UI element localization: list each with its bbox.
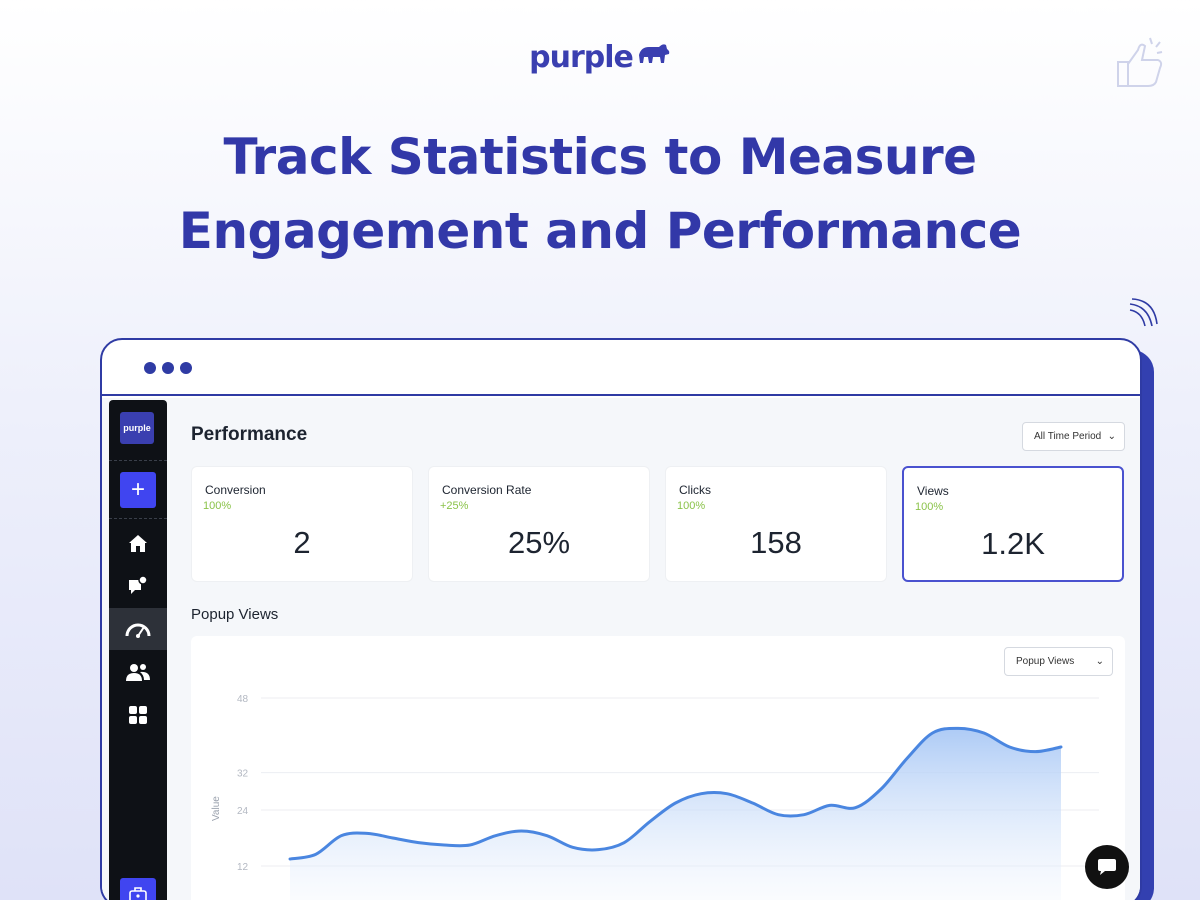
sidebar-item-analytics[interactable] — [109, 608, 167, 650]
stat-label: Conversion — [205, 483, 266, 497]
popup-views-chart: Value 48 32 24 12 — [211, 694, 1099, 900]
metric-select[interactable]: Popup Views ⌄ — [1004, 647, 1113, 676]
grid-icon — [129, 706, 147, 724]
y-tick-label: 24 — [237, 806, 249, 817]
logo-text: purple — [529, 40, 634, 75]
dashboard-gauge-icon — [125, 623, 151, 638]
signal-waves-icon — [1126, 296, 1160, 335]
area-fill — [290, 728, 1061, 900]
sidebar-item-home[interactable] — [109, 522, 167, 564]
stat-label: Conversion Rate — [442, 483, 532, 497]
sidebar-item-users[interactable] — [109, 651, 167, 693]
stat-card-conversion[interactable]: Conversion 100% 2 — [191, 466, 413, 582]
period-select[interactable]: All Time Period ⌄ — [1022, 422, 1125, 451]
headline-line-1: Track Statistics to Measure — [223, 128, 977, 186]
stat-change: 100% — [677, 500, 706, 512]
window-dot[interactable] — [144, 362, 156, 374]
headline: Track Statistics to Measure Engagement a… — [0, 120, 1200, 268]
window-dot[interactable] — [162, 362, 174, 374]
window-titlebar — [102, 340, 1140, 396]
stat-value: 1.2K — [981, 526, 1045, 561]
brand-logo: purple — [0, 40, 1200, 75]
add-button[interactable]: + — [120, 472, 156, 508]
metric-select-value: Popup Views — [1016, 656, 1075, 667]
stat-card-conversion-rate[interactable]: Conversion Rate +25% 25% — [428, 466, 650, 582]
chat-notification-icon — [129, 575, 148, 594]
chevron-down-icon: ⌄ — [1095, 656, 1104, 667]
dashboard: purple + — [102, 398, 1140, 900]
section-title: Popup Views — [191, 606, 279, 623]
chevron-down-icon: ⌄ — [1107, 431, 1116, 442]
sidebar-logo-text: purple — [123, 423, 151, 433]
plus-icon: + — [130, 476, 145, 503]
sidebar-item-messages[interactable] — [109, 565, 167, 607]
chat-bubble-icon — [1098, 859, 1116, 875]
y-tick-label: 12 — [237, 862, 249, 873]
stat-change: 100% — [915, 501, 944, 513]
stat-change: 100% — [203, 500, 232, 512]
sidebar-logo[interactable]: purple — [120, 412, 154, 444]
page-title: Performance — [191, 424, 308, 445]
y-tick-label: 48 — [237, 694, 249, 705]
stat-value: 2 — [293, 525, 311, 560]
bear-icon — [637, 40, 671, 75]
chart-card: Popup Views ⌄ Value 48 32 24 12 — [191, 636, 1125, 900]
stat-change: +25% — [440, 500, 469, 512]
y-tick-label: 32 — [237, 769, 249, 780]
y-axis-label: Value — [211, 796, 222, 821]
window-controls — [144, 362, 192, 374]
series-line — [288, 726, 1063, 861]
chat-widget-button[interactable] — [1085, 845, 1129, 889]
stat-label: Clicks — [679, 483, 711, 497]
period-select-value: All Time Period — [1034, 431, 1102, 442]
app-window: purple + — [100, 338, 1142, 900]
sidebar-divider — [109, 518, 167, 519]
stat-value: 25% — [507, 525, 571, 560]
sidebar: purple + — [109, 400, 167, 900]
stat-card-clicks[interactable]: Clicks 100% 158 — [665, 466, 887, 582]
sidebar-item-apps[interactable] — [109, 694, 167, 736]
window-dot[interactable] — [180, 362, 192, 374]
stat-label: Views — [917, 484, 949, 498]
users-icon — [126, 664, 150, 681]
headline-line-2: Engagement and Performance — [178, 202, 1022, 260]
sidebar-divider — [109, 460, 167, 461]
stat-value: 158 — [750, 525, 802, 560]
briefcase-icon — [129, 887, 147, 900]
stat-card-views[interactable]: Views 100% 1.2K — [902, 466, 1124, 582]
thumbs-up-icon — [1110, 32, 1170, 97]
home-icon — [129, 535, 147, 552]
sidebar-briefcase-button[interactable] — [120, 878, 156, 900]
